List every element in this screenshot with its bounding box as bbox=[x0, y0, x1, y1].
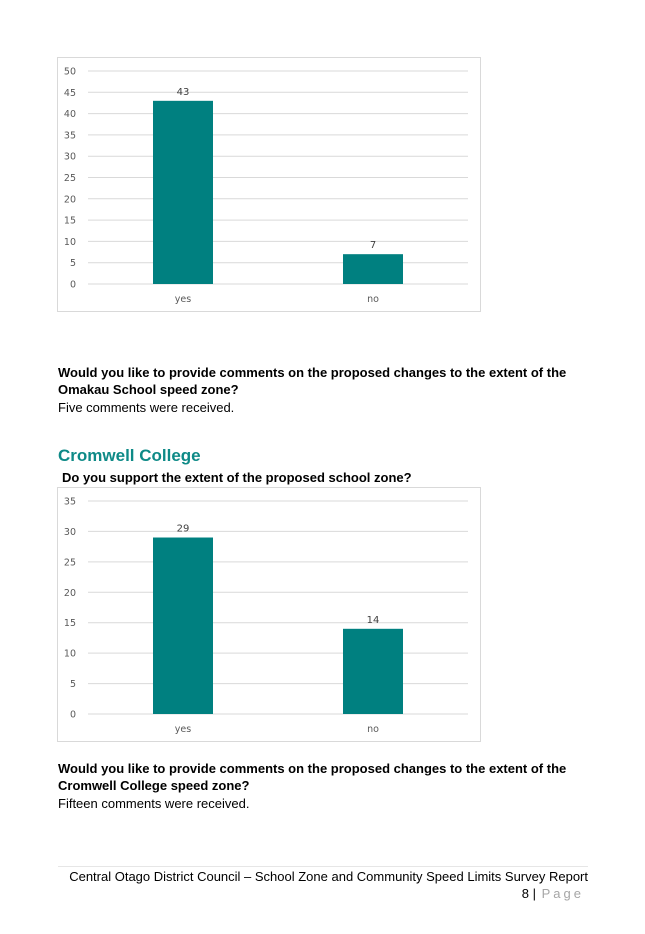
omakau-data-label-no: 7 bbox=[370, 240, 376, 251]
cromwell-y-tick-label: 35 bbox=[64, 497, 76, 508]
omakau-y-tick-label: 35 bbox=[64, 130, 76, 141]
omakau-x-tick-label: no bbox=[367, 294, 379, 305]
cromwell-y-tick-label: 25 bbox=[64, 557, 76, 568]
omakau-bar-no bbox=[343, 254, 403, 284]
page-number: 8 | Page bbox=[522, 886, 584, 901]
omakau-chart: 0 5 10 15 20 25 30 35 40 45 50 43 yes 7 no bbox=[57, 57, 481, 312]
omakau-chart-svg: 0 5 10 15 20 25 30 35 40 45 50 43 yes 7 no bbox=[64, 67, 468, 305]
cromwell-comments-answer: Fifteen comments were received. bbox=[58, 796, 250, 811]
cromwell-chart-title: Do you support the extent of the propose… bbox=[62, 470, 412, 485]
cromwell-comments-question: Would you like to provide comments on th… bbox=[58, 761, 567, 793]
cromwell-x-tick-label: no bbox=[367, 724, 379, 735]
omakau-y-tick-label: 50 bbox=[64, 67, 76, 78]
page-number-value: 8 bbox=[521, 886, 529, 901]
cromwell-bar-yes bbox=[153, 537, 213, 714]
cromwell-y-tick-label: 20 bbox=[64, 588, 76, 599]
page-word: Page bbox=[541, 886, 584, 901]
footer-divider bbox=[58, 866, 588, 867]
page-number-separator: | bbox=[532, 886, 536, 901]
cromwell-x-tick-label: yes bbox=[175, 724, 191, 735]
omakau-y-tick-label: 45 bbox=[64, 88, 76, 99]
omakau-y-tick-label: 30 bbox=[64, 152, 76, 163]
cromwell-y-tick-label: 0 bbox=[70, 710, 76, 721]
omakau-comments-answer: Five comments were received. bbox=[58, 400, 235, 415]
cromwell-y-tick-label: 15 bbox=[64, 618, 76, 629]
cromwell-data-label-no: 14 bbox=[367, 615, 380, 626]
omakau-data-label-yes: 43 bbox=[177, 87, 190, 98]
omakau-y-tick-label: 5 bbox=[70, 258, 76, 269]
footer-report-title: Central Otago District Council – School … bbox=[69, 869, 588, 884]
omakau-bar-yes bbox=[153, 100, 213, 284]
cromwell-bar-no bbox=[343, 628, 403, 714]
omakau-y-tick-label: 25 bbox=[64, 173, 76, 184]
cromwell-chart-svg: 0 5 10 15 20 25 30 35 29 yes 14 no bbox=[64, 497, 468, 735]
cromwell-y-tick-label: 10 bbox=[64, 649, 76, 660]
cromwell-data-label-yes: 29 bbox=[177, 524, 190, 535]
omakau-comments-question: Would you like to provide comments on th… bbox=[58, 365, 567, 397]
cromwell-y-tick-label: 30 bbox=[64, 527, 76, 538]
omakau-y-tick-label: 20 bbox=[64, 194, 76, 205]
cromwell-chart: 0 5 10 15 20 25 30 35 29 yes 14 no bbox=[57, 487, 481, 742]
cromwell-college-heading: Cromwell College bbox=[58, 446, 201, 465]
omakau-y-tick-label: 40 bbox=[64, 109, 76, 120]
cromwell-y-tick-label: 5 bbox=[70, 679, 76, 690]
omakau-y-tick-label: 0 bbox=[70, 280, 76, 291]
omakau-y-tick-label: 10 bbox=[64, 237, 76, 248]
omakau-y-tick-label: 15 bbox=[64, 216, 76, 227]
omakau-x-tick-label: yes bbox=[175, 294, 191, 305]
